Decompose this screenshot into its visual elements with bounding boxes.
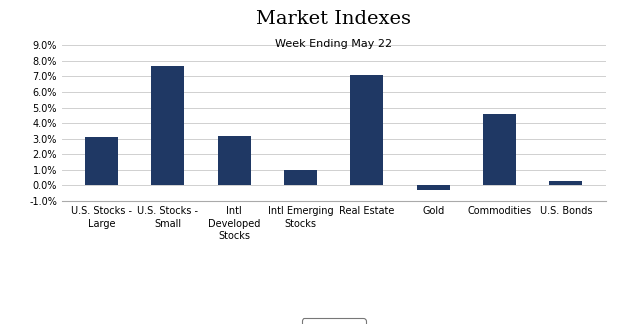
Bar (151, 65, 185, 185)
Legend: Week: Week (302, 318, 366, 324)
Bar (549, 181, 582, 185)
Bar (218, 135, 251, 185)
Bar (483, 114, 516, 185)
Text: Week Ending May 22: Week Ending May 22 (275, 39, 392, 49)
Bar (350, 75, 383, 185)
Text: Market Indexes: Market Indexes (256, 10, 411, 28)
Bar (417, 185, 450, 190)
Bar (85, 137, 118, 185)
Bar (284, 170, 317, 185)
